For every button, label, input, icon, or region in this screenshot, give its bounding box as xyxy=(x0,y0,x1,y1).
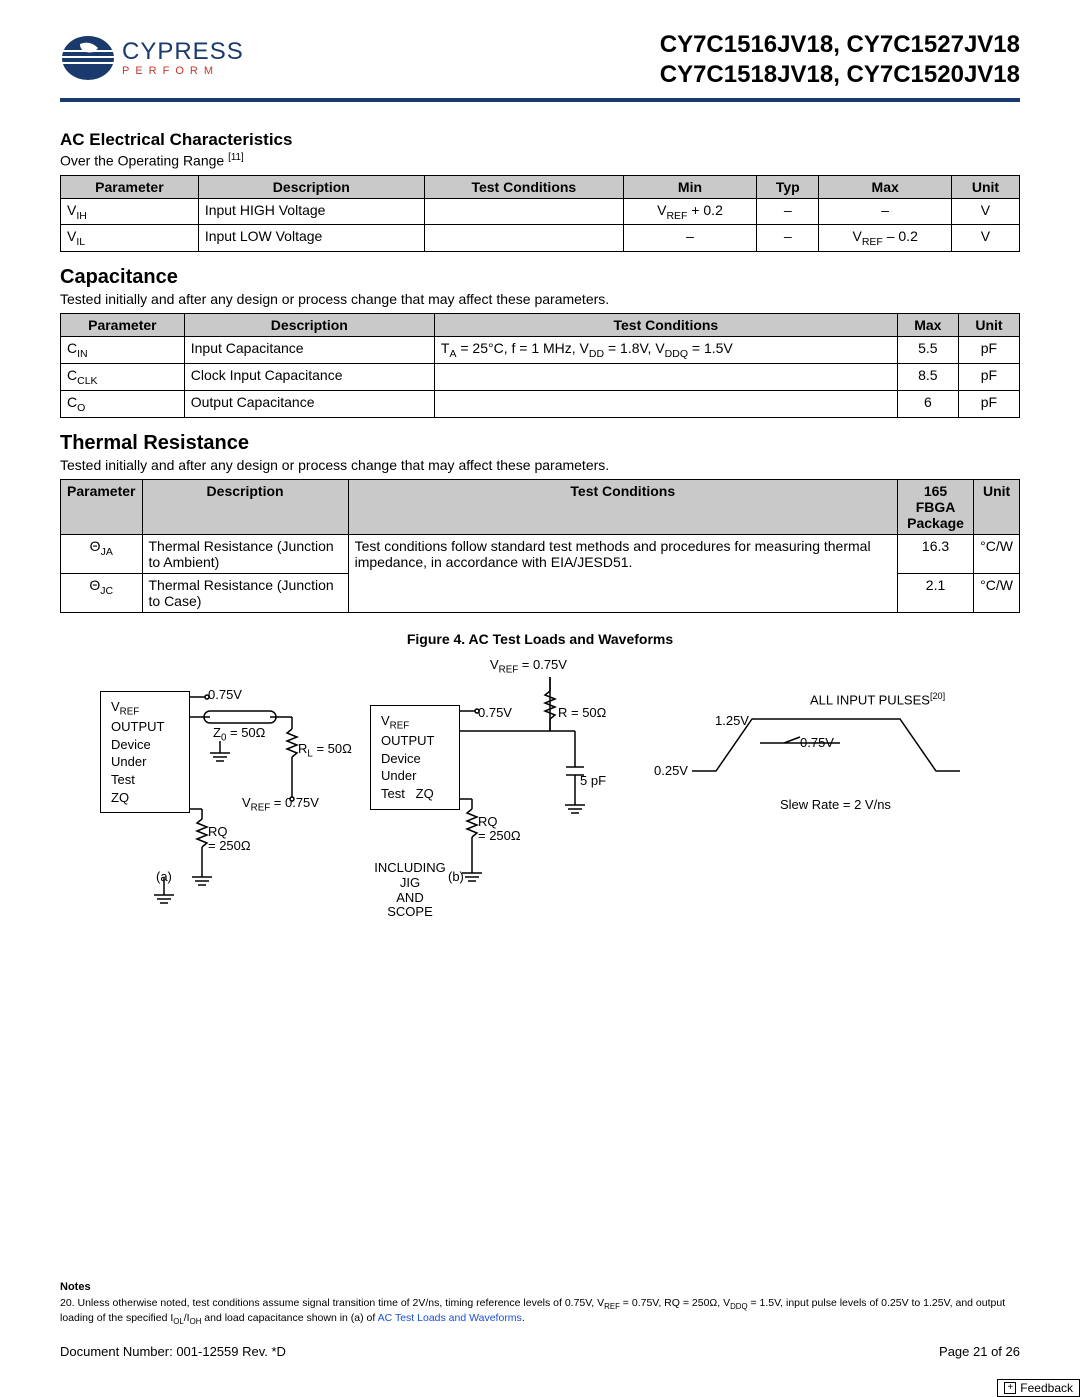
note-20: 20. Unless otherwise noted, test conditi… xyxy=(60,1297,1020,1327)
col-header: Min xyxy=(623,175,756,198)
vref-top-label: VREF = 0.75V xyxy=(490,657,567,676)
col-header: Max xyxy=(897,314,958,337)
part-line-1: CY7C1516JV18, CY7C1527JV18 xyxy=(660,30,1020,60)
col-header: 165 FBGAPackage xyxy=(897,479,973,534)
col-header: Max xyxy=(819,175,952,198)
header-rule xyxy=(60,98,1020,102)
ac-title: AC Electrical Characteristics xyxy=(60,130,1020,150)
part-line-2: CY7C1518JV18, CY7C1520JV18 xyxy=(660,60,1020,90)
col-header: Test Conditions xyxy=(424,175,623,198)
table-row: ΘJAThermal Resistance (Junction to Ambie… xyxy=(61,534,1020,573)
page-number: Page 21 of 26 xyxy=(939,1344,1020,1359)
cap-title: Capacitance xyxy=(60,266,1020,289)
schematic-overlay xyxy=(60,677,1020,937)
col-header: Test Conditions xyxy=(348,479,897,534)
figure-caption: Figure 4. AC Test Loads and Waveforms xyxy=(60,631,1020,647)
thermal-title: Thermal Resistance xyxy=(60,432,1020,455)
logo: CYPRESS PERFORM xyxy=(60,30,244,86)
feedback-label: Feedback xyxy=(1020,1381,1073,1395)
cap-subtitle: Tested initially and after any design or… xyxy=(60,291,1020,307)
col-header: Unit xyxy=(958,314,1019,337)
figure-diagram: VREF = 0.75V VREFOUTPUTDeviceUnderTestZQ… xyxy=(60,677,1020,937)
table-row: CCLKClock Input Capacitance8.5pF xyxy=(61,364,1020,391)
col-header: Test Conditions xyxy=(434,314,897,337)
ac-subtitle: Over the Operating Range [11] xyxy=(60,152,1020,169)
page-header: CYPRESS PERFORM CY7C1516JV18, CY7C1527JV… xyxy=(60,30,1020,90)
ac-test-loads-link[interactable]: AC Test Loads and Waveforms xyxy=(378,1312,522,1324)
table-row: VILInput LOW Voltage––VREF – 0.2V xyxy=(61,225,1020,252)
thermal-subtitle: Tested initially and after any design or… xyxy=(60,457,1020,473)
page-footer: Document Number: 001-12559 Rev. *D Page … xyxy=(60,1344,1020,1359)
doc-number: Document Number: 001-12559 Rev. *D xyxy=(60,1344,286,1359)
col-header: Unit xyxy=(974,479,1020,534)
col-header: Parameter xyxy=(61,314,185,337)
table-row: COOutput Capacitance6pF xyxy=(61,390,1020,417)
col-header: Parameter xyxy=(61,175,199,198)
col-header: Description xyxy=(142,479,348,534)
col-header: Description xyxy=(198,175,424,198)
cap-table: ParameterDescriptionTest ConditionsMaxUn… xyxy=(60,313,1020,417)
plus-icon: + xyxy=(1004,1382,1016,1394)
ac-table: ParameterDescriptionTest ConditionsMinTy… xyxy=(60,175,1020,253)
col-header: Typ xyxy=(757,175,819,198)
cypress-logo-icon xyxy=(60,30,116,86)
col-header: Parameter xyxy=(61,479,143,534)
notes: Notes 20. Unless otherwise noted, test c… xyxy=(60,1281,1020,1327)
feedback-button[interactable]: + Feedback xyxy=(997,1379,1080,1397)
notes-title: Notes xyxy=(60,1281,1020,1295)
table-row: CINInput CapacitanceTA = 25°C, f = 1 MHz… xyxy=(61,337,1020,364)
col-header: Unit xyxy=(951,175,1019,198)
thermal-table: ParameterDescriptionTest Conditions165 F… xyxy=(60,479,1020,613)
logo-tagline: PERFORM xyxy=(122,66,244,77)
logo-name: CYPRESS xyxy=(122,40,244,64)
col-header: Description xyxy=(184,314,434,337)
part-numbers: CY7C1516JV18, CY7C1527JV18 CY7C1518JV18,… xyxy=(660,30,1020,90)
table-row: VIHInput HIGH VoltageVREF + 0.2––V xyxy=(61,198,1020,225)
